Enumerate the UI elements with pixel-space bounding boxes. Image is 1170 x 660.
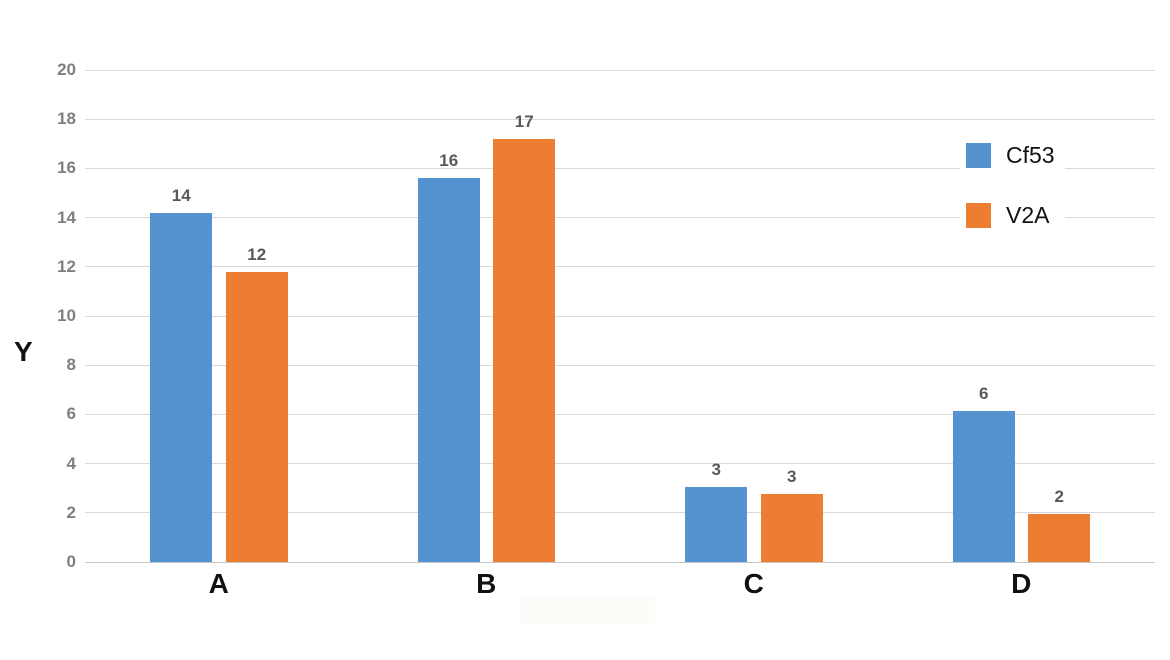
y-axis-title: Y: [14, 336, 33, 367]
data-label: 14: [171, 185, 191, 205]
gridline: [85, 167, 1155, 169]
bar-v2a-a: [225, 271, 288, 562]
bar-v2a-d: [1028, 514, 1091, 562]
category-label-b: B: [476, 568, 497, 599]
gridline: [85, 413, 1155, 415]
bar-v2a-c: [760, 494, 823, 562]
data-label: 3: [711, 459, 721, 479]
legend-item-v2a: V2A: [966, 202, 1055, 229]
y-tick-label: 8: [66, 355, 76, 375]
y-tick-label: 2: [66, 502, 76, 522]
gridline: [85, 512, 1155, 514]
legend: Cf53 V2A: [960, 138, 1065, 233]
bar-cf53-d: [952, 410, 1015, 562]
data-label: 17: [514, 111, 534, 131]
data-label: 3: [787, 467, 797, 487]
gridline: [85, 118, 1155, 120]
gridline: [85, 217, 1155, 219]
y-tick-label: 4: [66, 453, 76, 473]
y-tick-label: 16: [57, 158, 76, 178]
category-label-c: C: [743, 568, 764, 599]
y-tick-label: 10: [57, 306, 76, 325]
category-label-a: A: [208, 568, 229, 599]
y-tick-label: 20: [57, 60, 76, 79]
legend-swatch-cf53: [966, 143, 991, 168]
y-tick-label: 14: [57, 207, 76, 227]
y-tick-label: 18: [57, 109, 76, 129]
data-label: 12: [247, 244, 267, 264]
gridline: [85, 266, 1155, 268]
legend-label-cf53: Cf53: [1006, 142, 1055, 168]
gridline: [85, 463, 1155, 465]
bar-v2a-b: [493, 138, 556, 562]
watermark-artifact: [520, 598, 655, 624]
bar-cf53-b: [417, 178, 480, 562]
legend-label-v2a: V2A: [1006, 202, 1050, 228]
legend-swatch-v2a: [966, 203, 991, 228]
gridline: [85, 561, 1155, 563]
y-tick-label: 12: [57, 256, 76, 276]
y-tick-label: 6: [66, 404, 76, 424]
legend-item-cf53: Cf53: [966, 142, 1055, 169]
gridline: [85, 364, 1155, 366]
category-label-d: D: [1011, 568, 1032, 599]
bar-cf53-c: [685, 486, 748, 562]
data-label: 16: [439, 151, 459, 171]
y-tick-label: 0: [66, 552, 76, 571]
plot-area: [85, 69, 1155, 563]
gridline: [85, 315, 1155, 317]
gridline: [85, 69, 1155, 71]
bar-cf53-a: [150, 212, 213, 562]
data-label: 6: [979, 383, 989, 403]
data-label: 2: [1054, 487, 1064, 507]
